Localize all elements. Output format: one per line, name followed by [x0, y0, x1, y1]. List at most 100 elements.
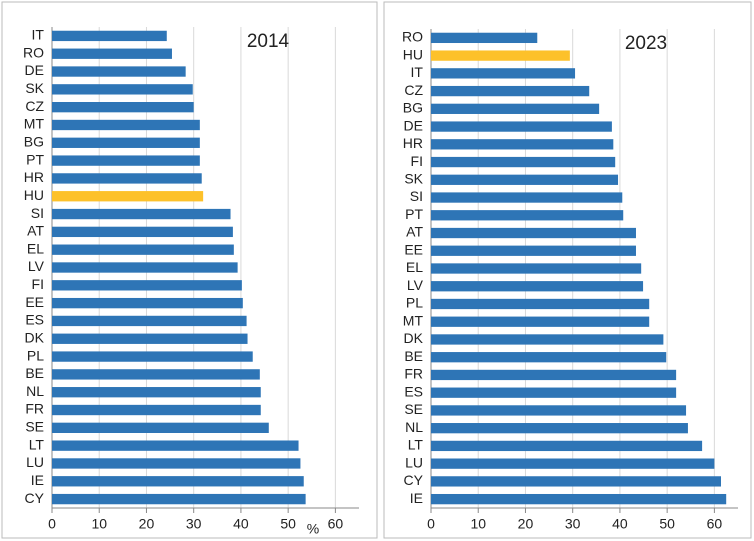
- bar: [52, 208, 231, 220]
- bar: [431, 493, 727, 505]
- bar: [52, 102, 194, 113]
- bar: [431, 245, 636, 256]
- bar: [431, 210, 624, 221]
- bar: [431, 174, 619, 185]
- y-tick-label: EL: [27, 240, 44, 256]
- y-tick-label: DK: [404, 330, 424, 346]
- bar: [431, 263, 642, 274]
- y-tick-label: SI: [31, 205, 44, 221]
- bar: [52, 351, 253, 362]
- chart-title: 2023: [625, 33, 667, 54]
- y-tick-label: IE: [31, 472, 44, 488]
- bar: [52, 226, 233, 238]
- x-tick-label: 50: [280, 516, 296, 532]
- y-tick-label: ES: [404, 383, 423, 399]
- y-tick-label: DE: [404, 117, 423, 133]
- bar: [431, 103, 600, 114]
- x-tick-label: 10: [91, 516, 107, 532]
- bar: [52, 458, 301, 469]
- y-tick-label: FI: [411, 153, 423, 169]
- y-tick-label: HU: [403, 46, 423, 62]
- x-tick-label: 20: [139, 516, 155, 532]
- bar: [431, 85, 590, 97]
- bar: [52, 280, 242, 291]
- y-tick-label: HU: [24, 187, 44, 203]
- y-tick-label: IE: [410, 490, 423, 506]
- bar: [431, 334, 664, 345]
- y-tick-label: SE: [25, 419, 44, 435]
- y-tick-label: AT: [27, 223, 44, 239]
- y-tick-label: RO: [402, 29, 423, 45]
- y-tick-label: LU: [26, 454, 44, 470]
- y-tick-label: FR: [404, 366, 423, 382]
- bar: [52, 476, 304, 487]
- bar: [52, 387, 261, 398]
- y-tick-label: MT: [403, 312, 424, 328]
- y-tick-label: BE: [404, 348, 423, 364]
- bar: [431, 68, 576, 79]
- y-tick-label: HR: [403, 135, 423, 151]
- panel-frame: [383, 1, 752, 539]
- y-tick-label: SK: [404, 170, 423, 186]
- y-tick-label: PT: [405, 206, 423, 222]
- y-tick-label: LT: [408, 437, 424, 453]
- bar: [52, 48, 172, 59]
- bar: [431, 369, 677, 381]
- bar: [52, 173, 202, 184]
- x-tick-label: 10: [470, 516, 486, 532]
- y-tick-label: DE: [25, 62, 44, 78]
- y-tick-label: LU: [405, 454, 423, 470]
- panel-frame: [1, 1, 378, 539]
- bar: [52, 244, 234, 255]
- bar: [52, 137, 200, 148]
- y-tick-label: MT: [24, 116, 45, 132]
- x-tick-label: 50: [659, 516, 675, 532]
- bar: [431, 50, 570, 61]
- bar: [52, 66, 186, 77]
- x-tick-label: 60: [707, 516, 723, 532]
- y-tick-label: CY: [25, 490, 45, 506]
- y-tick-label: PT: [26, 151, 44, 167]
- y-tick-label: IT: [411, 64, 424, 80]
- bar: [431, 156, 616, 168]
- bar: [431, 298, 650, 310]
- x-tick-label: 20: [518, 516, 534, 532]
- bar: [52, 119, 200, 131]
- y-tick-label: PL: [406, 295, 423, 311]
- y-tick-label: LV: [407, 277, 424, 293]
- y-tick-label: CY: [404, 472, 424, 488]
- bar: [431, 227, 636, 239]
- x-tick-label: 40: [233, 516, 249, 532]
- bar: [431, 352, 667, 363]
- bar: [431, 440, 703, 452]
- y-tick-label: CZ: [25, 98, 44, 114]
- y-tick-label: LT: [29, 436, 45, 452]
- y-tick-label: HR: [24, 169, 44, 185]
- y-tick-label: EE: [25, 294, 44, 310]
- y-tick-label: ES: [25, 312, 44, 328]
- bar: [431, 458, 715, 469]
- bar: [52, 297, 243, 309]
- bar: [52, 191, 204, 202]
- bar: [52, 315, 247, 327]
- bar: [52, 404, 261, 416]
- bar: [431, 316, 650, 327]
- y-tick-label: BG: [24, 133, 44, 149]
- bar: [52, 30, 167, 42]
- bar: [431, 121, 612, 132]
- bar: [431, 281, 644, 292]
- x-axis-label: %: [307, 521, 319, 537]
- x-tick-label: 30: [186, 516, 202, 532]
- y-tick-label: NL: [405, 419, 423, 435]
- y-tick-label: BG: [403, 100, 423, 116]
- bar: [431, 192, 623, 203]
- y-tick-label: RO: [23, 44, 44, 60]
- y-tick-label: EE: [404, 241, 423, 257]
- x-tick-label: 0: [427, 516, 435, 532]
- y-tick-label: SK: [25, 80, 44, 96]
- x-tick-label: 60: [328, 516, 344, 532]
- bar: [52, 440, 299, 451]
- y-tick-label: AT: [406, 224, 423, 240]
- y-tick-label: BE: [25, 365, 44, 381]
